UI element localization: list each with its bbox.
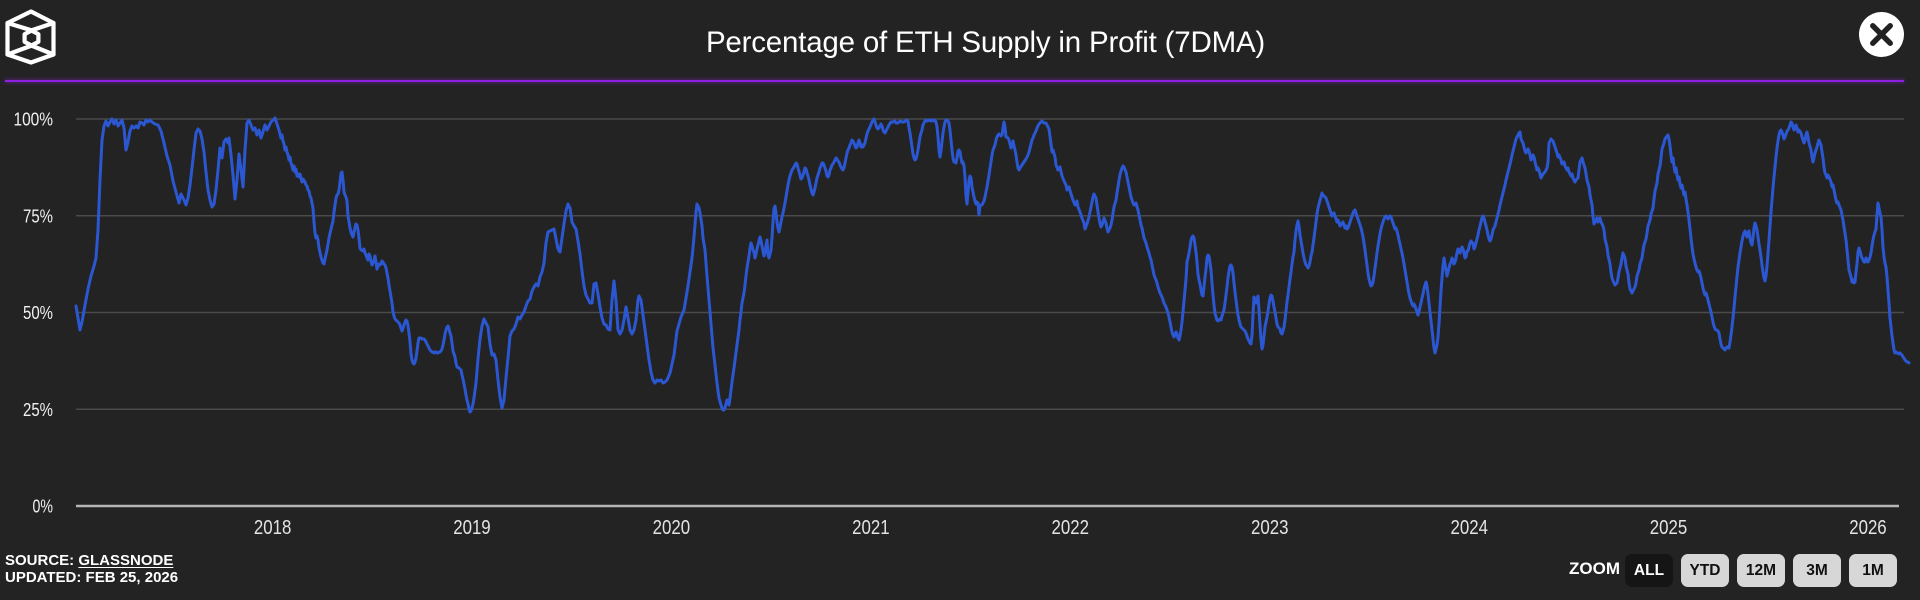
svg-text:2019: 2019 xyxy=(453,516,491,539)
svg-text:2024: 2024 xyxy=(1451,516,1489,539)
svg-text:2025: 2025 xyxy=(1650,516,1688,539)
svg-text:0%: 0% xyxy=(33,496,54,517)
svg-text:50%: 50% xyxy=(23,302,53,323)
svg-text:25%: 25% xyxy=(23,399,53,420)
svg-text:100%: 100% xyxy=(14,109,54,130)
svg-text:75%: 75% xyxy=(23,205,53,226)
svg-text:2023: 2023 xyxy=(1251,516,1289,539)
svg-text:2022: 2022 xyxy=(1052,516,1090,539)
svg-text:2021: 2021 xyxy=(852,516,890,539)
svg-text:2020: 2020 xyxy=(653,516,691,539)
svg-text:2026: 2026 xyxy=(1849,516,1887,539)
svg-text:2018: 2018 xyxy=(254,516,292,539)
